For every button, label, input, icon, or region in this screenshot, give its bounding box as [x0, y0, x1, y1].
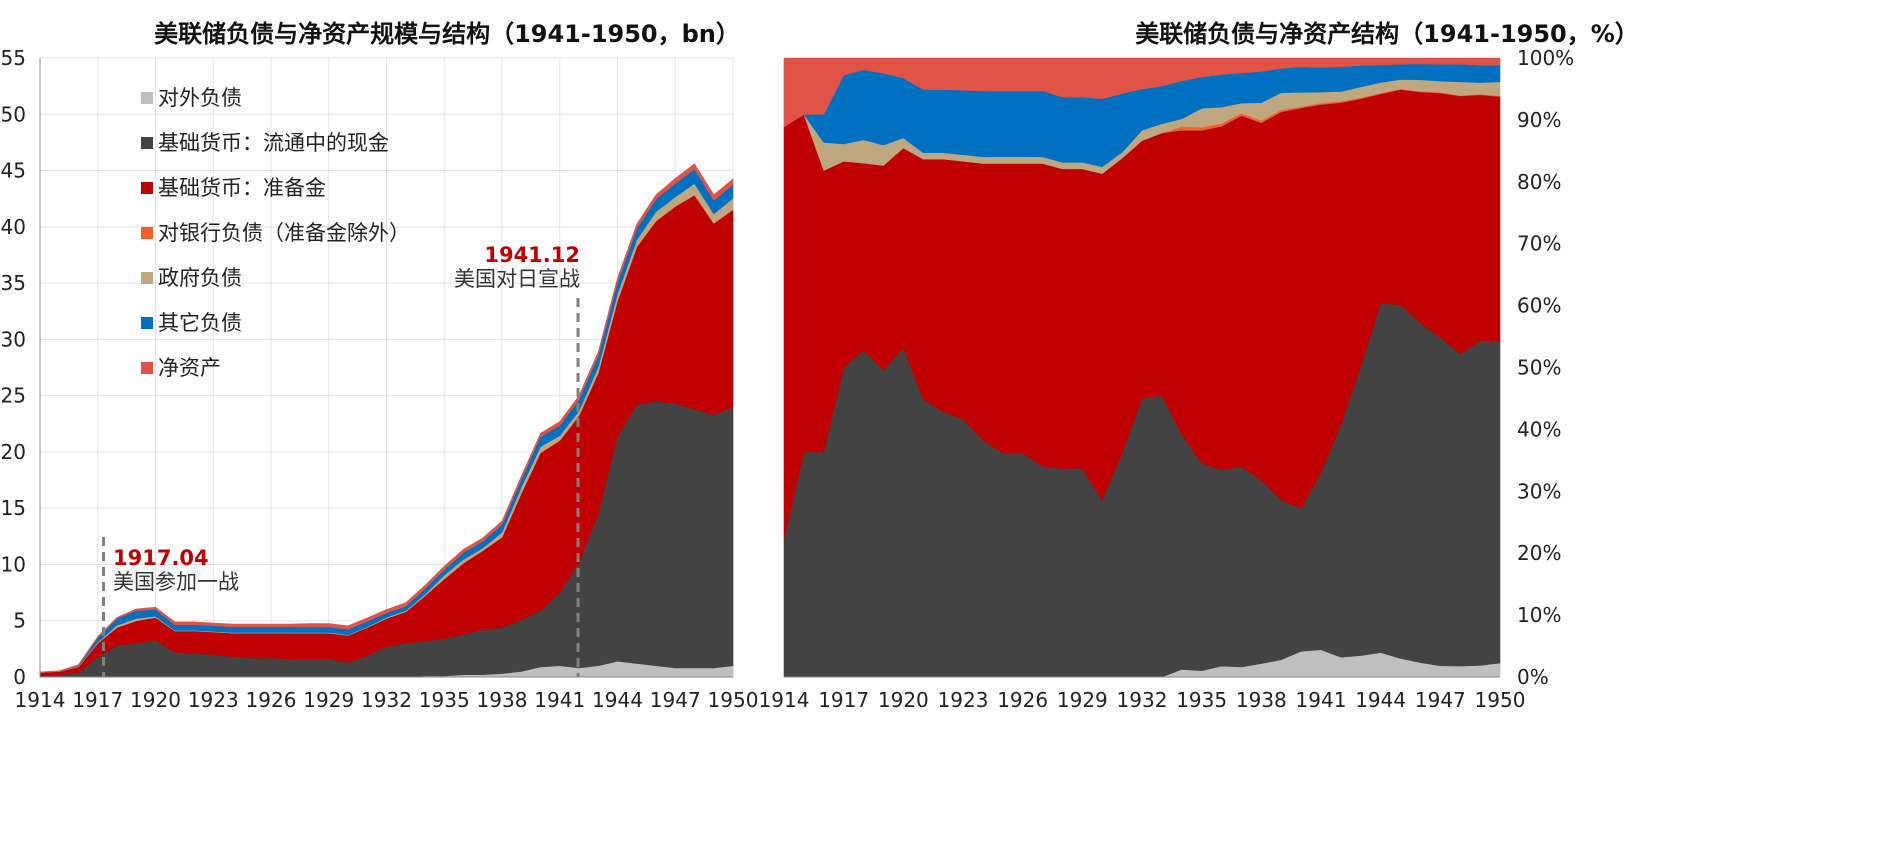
legend-label: 基础货币：准备金: [158, 176, 326, 200]
legend-label: 基础货币：流通中的现金: [158, 131, 389, 155]
y-tick-label: 80%: [1517, 170, 1561, 194]
x-tick-label: 1941: [534, 688, 585, 712]
y-tick-label: 10: [1, 552, 26, 576]
legend-swatch: [141, 182, 153, 194]
y-tick-label: 0: [13, 665, 26, 689]
legend-swatch: [141, 317, 153, 329]
annotation-date-label: 1917.04: [113, 546, 209, 570]
y-tick-label: 90%: [1517, 108, 1561, 132]
right-chart-areas: [783, 57, 1501, 678]
x-tick-label: 1926: [997, 688, 1048, 712]
annotation-date-label: 1941.12: [484, 243, 580, 267]
x-tick-label: 1917: [72, 688, 123, 712]
x-tick-label: 1947: [650, 688, 701, 712]
x-tick-label: 1950: [708, 688, 759, 712]
y-tick-label: 50: [1, 102, 26, 126]
area-series-6: [39, 163, 734, 673]
right-chart-title: 美联储负债与净资产结构（1941-1950，%）: [1135, 20, 1639, 48]
y-tick-label: 0%: [1517, 665, 1549, 689]
legend-swatch: [141, 362, 153, 374]
left-chart-axes: 0 5 10 15 20 25 30 35 40 45 50 55 1914 1917 1920 1923 19…: [1, 46, 759, 712]
x-tick-label: 1932: [361, 688, 412, 712]
annotation-text-label: 美国参加一战: [113, 570, 239, 594]
y-tick-label: 20: [1, 440, 26, 464]
y-tick-label: 100%: [1517, 46, 1574, 70]
y-tick-label: 45: [1, 159, 26, 183]
legend-label: 净资产: [158, 356, 221, 380]
x-tick-label: 1914: [759, 688, 810, 712]
right-chart-axes: 0% 10% 20% 30% 40% 50% 60% 70% 80% 90% 100% 1914 191…: [759, 46, 1575, 712]
left-chart-stacked-area: 0 5 10 15 20 25 30 35 40 45 50 55 1914 1917 1920 1923 19…: [1, 46, 759, 712]
y-tick-label: 10%: [1517, 603, 1561, 627]
x-tick-label: 1941: [1296, 688, 1347, 712]
left-chart-title: 美联储负债与净资产规模与结构（1941-1950，bn）: [154, 20, 740, 48]
y-tick-label: 40%: [1517, 417, 1561, 441]
x-tick-label: 1944: [1355, 688, 1406, 712]
x-tick-label: 1935: [419, 688, 470, 712]
x-tick-label: 1938: [477, 688, 528, 712]
y-tick-label: 30%: [1517, 479, 1561, 503]
x-tick-label: 1917: [818, 688, 869, 712]
x-tick-label: 1929: [1057, 688, 1108, 712]
y-tick-label: 25: [1, 384, 26, 408]
x-tick-label: 1944: [592, 688, 643, 712]
legend-label: 对银行负债（准备金除外）: [158, 221, 410, 245]
y-tick-label: 70%: [1517, 232, 1561, 256]
legend-label: 政府负债: [158, 266, 242, 290]
x-tick-label: 1935: [1176, 688, 1227, 712]
x-tick-label: 1920: [878, 688, 929, 712]
legend-swatch: [141, 137, 153, 149]
x-tick-label: 1914: [15, 688, 66, 712]
legend-label: 对外负债: [158, 86, 242, 110]
y-tick-label: 55: [1, 46, 26, 70]
y-tick-label: 5: [13, 609, 26, 633]
pct-area-series-6: [783, 57, 1501, 128]
right-chart-percent-area: 0% 10% 20% 30% 40% 50% 60% 70% 80% 90% 100% 1914 191…: [759, 46, 1575, 712]
legend-swatch: [141, 227, 153, 239]
x-tick-label: 1929: [303, 688, 354, 712]
y-tick-label: 50%: [1517, 356, 1561, 380]
x-tick-label: 1923: [938, 688, 989, 712]
y-tick-label: 35: [1, 271, 26, 295]
annotation-text-label: 美国对日宣战: [454, 267, 580, 291]
y-tick-label: 20%: [1517, 541, 1561, 565]
x-tick-label: 1920: [130, 688, 181, 712]
y-tick-label: 30: [1, 327, 26, 351]
x-tick-label: 1938: [1236, 688, 1287, 712]
x-tick-label: 1923: [188, 688, 239, 712]
legend-swatch: [141, 92, 153, 104]
x-tick-label: 1950: [1475, 688, 1526, 712]
y-tick-label: 40: [1, 215, 26, 239]
x-tick-label: 1932: [1117, 688, 1168, 712]
legend-swatch: [141, 272, 153, 284]
x-tick-label: 1926: [246, 688, 297, 712]
x-tick-label: 1947: [1415, 688, 1466, 712]
y-tick-label: 15: [1, 496, 26, 520]
y-tick-label: 60%: [1517, 294, 1561, 318]
legend-label: 其它负债: [158, 311, 242, 335]
